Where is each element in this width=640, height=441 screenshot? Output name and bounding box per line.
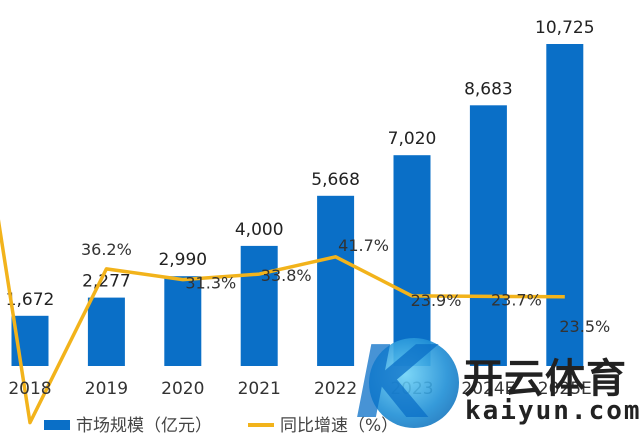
growth-label-2020: 31.3%: [185, 274, 236, 293]
bar-series: [11, 44, 584, 367]
legend-bar-label: 市场规模（亿元）: [76, 416, 212, 436]
bar-value-label-2021: 4,000: [235, 220, 284, 240]
bar-value-label-2020: 2,990: [158, 250, 207, 270]
growth-line: [0, 219, 565, 425]
growth-line-series: -33.7%36.2%31.3%33.8%41.7%23.9%23.7%23.5…: [0, 219, 610, 425]
bar-value-label-2022: 5,668: [311, 170, 360, 190]
bar-value-label-2018: 1,672: [6, 290, 55, 310]
bar-2020: [164, 276, 202, 366]
legend-line-label: 同比增速（%）: [280, 416, 398, 436]
x-tick-2019: 2019: [85, 379, 128, 399]
x-tick-2018: 2018: [8, 379, 51, 399]
growth-label-2019: 36.2%: [81, 240, 132, 259]
bar-2024E: [469, 105, 507, 367]
bar-value-label-2023: 7,020: [388, 129, 437, 149]
x-tick-2025E: 2025E: [538, 379, 592, 399]
bar-2023: [393, 155, 431, 366]
x-tick-2020: 2020: [161, 379, 204, 399]
bar-value-label-2025E: 10,725: [535, 18, 594, 38]
growth-label-2022: 41.7%: [338, 236, 389, 255]
watermark-en-text: kaiyun.com: [465, 396, 640, 426]
bar-2021: [240, 245, 278, 366]
watermark-logo: K 开云体育 kaiyun.com: [355, 324, 640, 441]
x-tick-2021: 2021: [238, 379, 281, 399]
growth-label-2024E: 23.7%: [491, 290, 542, 309]
x-tick-2024E: 2024E: [461, 379, 515, 399]
watermark-k-letter: K: [355, 324, 433, 441]
x-tick-2022: 2022: [314, 379, 357, 399]
bar-2019: [87, 297, 125, 366]
growth-label-2025E: 23.5%: [559, 317, 610, 336]
watermark-ball-icon: [369, 338, 459, 428]
bar-2022: [317, 195, 355, 366]
growth-label-2021: 33.8%: [261, 266, 312, 285]
bar-value-labels: 1,672 2,277 2,990 4,000 5,668 7,020 8,683 10,72…: [6, 18, 595, 310]
bar-2025E: [546, 44, 584, 366]
legend: 市场规模（亿元） 同比增速（%）: [44, 416, 398, 436]
bar-value-label-2019: 2,277: [82, 272, 131, 292]
bar-value-label-2024E: 8,683: [464, 79, 513, 99]
growth-label-2023: 23.9%: [411, 291, 462, 310]
watermark-cn-text: 开云体育: [463, 356, 627, 402]
legend-bar-swatch: [44, 420, 70, 430]
